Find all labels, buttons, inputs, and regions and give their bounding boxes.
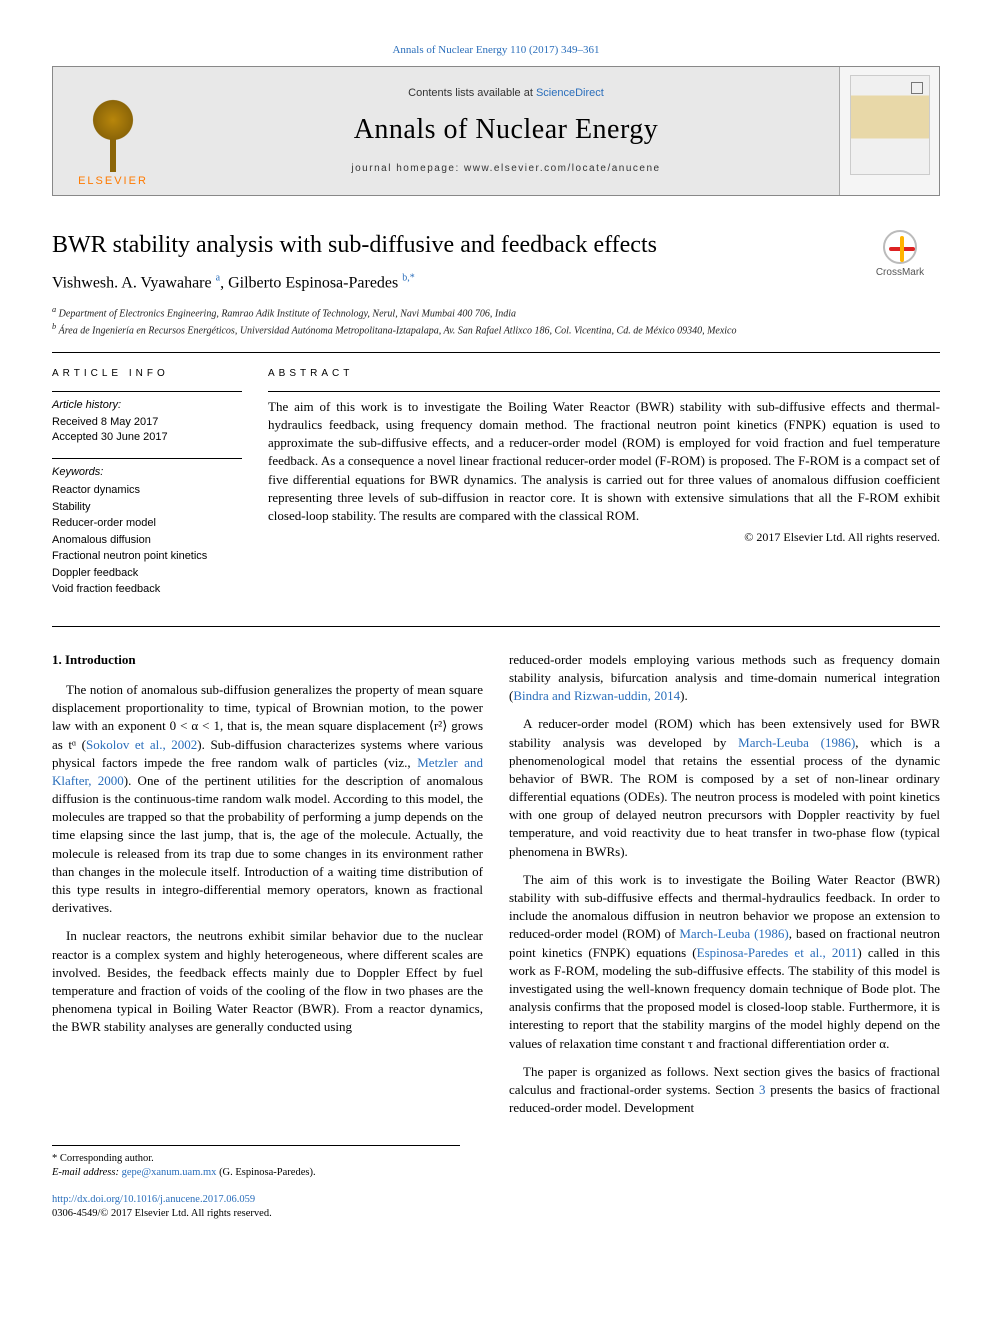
abstract-rule — [268, 391, 940, 392]
email-link[interactable]: gepe@xanum.uam.mx — [122, 1167, 217, 1178]
right-p2: A reducer-order model (ROM) which has be… — [509, 715, 940, 861]
keyword: Fractional neutron point kinetics — [52, 548, 242, 565]
journal-homepage: journal homepage: www.elsevier.com/locat… — [183, 162, 829, 176]
cite-sokolov[interactable]: Sokolov et al., 2002 — [86, 737, 197, 752]
contents-prefix: Contents lists available at — [408, 87, 536, 99]
author-1[interactable]: Gilberto Espinosa-Paredes b,* — [228, 274, 415, 291]
cite-bindra[interactable]: Bindra and Rizwan-uddin, 2014 — [513, 688, 680, 703]
keyword: Reactor dynamics — [52, 482, 242, 499]
section-1-heading: 1. Introduction — [52, 651, 483, 669]
elsevier-logo[interactable]: ELSEVIER — [63, 79, 163, 189]
journal-banner: ELSEVIER Contents lists available at Sci… — [52, 66, 940, 196]
corresponding-author-footer: * Corresponding author. E-mail address: … — [52, 1145, 460, 1180]
keyword: Doppler feedback — [52, 565, 242, 582]
journal-cover-thumb[interactable] — [850, 75, 930, 175]
rule-bottom — [52, 626, 940, 627]
email-suffix: (G. Espinosa-Paredes). — [216, 1167, 315, 1178]
right-p1: reduced-order models employing various m… — [509, 651, 940, 706]
left-p1: The notion of anomalous sub-diffusion ge… — [52, 681, 483, 917]
left-p2: In nuclear reactors, the neutrons exhibi… — [52, 927, 483, 1036]
doi-footer: http://dx.doi.org/10.1016/j.anucene.2017… — [52, 1193, 460, 1221]
keyword: Void fraction feedback — [52, 581, 242, 598]
abstract-text: The aim of this work is to investigate t… — [268, 398, 940, 525]
elsevier-label: ELSEVIER — [78, 174, 148, 189]
crossmark-label: CrossMark — [876, 266, 924, 280]
article-title: BWR stability analysis with sub-diffusiv… — [52, 230, 860, 260]
keywords-label: Keywords: — [52, 465, 242, 480]
elsevier-tree-icon — [73, 92, 153, 172]
body-col-right: reduced-order models employing various m… — [509, 651, 940, 1128]
citation-header: Annals of Nuclear Energy 110 (2017) 349–… — [52, 40, 940, 58]
history-label: Article history: — [52, 398, 242, 413]
cite-marchleuba-1[interactable]: March-Leuba (1986) — [738, 735, 855, 750]
keyword: Stability — [52, 499, 242, 516]
keyword: Reducer-order model — [52, 515, 242, 532]
article-info-heading: article info — [52, 367, 242, 381]
email-label: E-mail address: — [52, 1167, 122, 1178]
info-rule-2 — [52, 458, 242, 459]
affiliation-a: a Department of Electronics Engineering,… — [52, 304, 860, 321]
affiliations: a Department of Electronics Engineering,… — [52, 304, 860, 339]
rule-top — [52, 352, 940, 353]
issn-copyright: 0306-4549/© 2017 Elsevier Ltd. All right… — [52, 1207, 460, 1221]
right-p4: The paper is organized as follows. Next … — [509, 1063, 940, 1118]
cite-marchleuba-2[interactable]: March-Leuba (1986) — [679, 926, 788, 941]
journal-homepage-url[interactable]: www.elsevier.com/locate/anucene — [464, 163, 661, 174]
publisher-logo-area: ELSEVIER — [53, 67, 173, 195]
contents-line: Contents lists available at ScienceDirec… — [183, 86, 829, 101]
citation-link[interactable]: Annals of Nuclear Energy 110 (2017) 349–… — [392, 44, 599, 56]
right-p3: The aim of this work is to investigate t… — [509, 871, 940, 1053]
crossmark-icon — [883, 230, 917, 264]
body-col-left: 1. Introduction The notion of anomalous … — [52, 651, 483, 1128]
journal-name: Annals of Nuclear Energy — [183, 111, 829, 149]
keywords-list: Reactor dynamics Stability Reducer-order… — [52, 482, 242, 598]
crossmark-badge[interactable]: CrossMark — [860, 230, 940, 280]
author-1-aff[interactable]: b,* — [402, 274, 415, 291]
accepted-date: Accepted 30 June 2017 — [52, 430, 242, 445]
abstract-heading: abstract — [268, 367, 940, 381]
received-date: Received 8 May 2017 — [52, 415, 242, 430]
affiliation-b: b Área de Ingeniería en Recursos Energét… — [52, 321, 860, 338]
keyword: Anomalous diffusion — [52, 532, 242, 549]
copyright-line: © 2017 Elsevier Ltd. All rights reserved… — [268, 529, 940, 545]
cite-espinosa[interactable]: Espinosa-Paredes et al., 2011 — [697, 945, 858, 960]
info-rule — [52, 391, 242, 392]
author-0-aff[interactable]: a — [216, 274, 220, 291]
journal-cover-area — [839, 67, 939, 195]
authors-line: Vishwesh. A. Vyawahare a, Gilberto Espin… — [52, 272, 860, 294]
doi-link[interactable]: http://dx.doi.org/10.1016/j.anucene.2017… — [52, 1194, 255, 1205]
corr-label: * Corresponding author. — [52, 1152, 460, 1166]
sciencedirect-link[interactable]: ScienceDirect — [536, 87, 604, 99]
author-0[interactable]: Vishwesh. A. Vyawahare a — [52, 274, 220, 291]
